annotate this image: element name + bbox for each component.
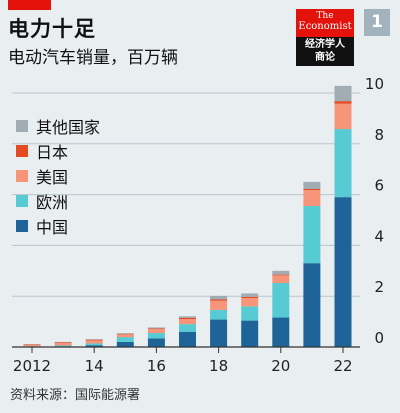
legend-item: 中国 bbox=[16, 213, 100, 238]
x-tick-label: 14 bbox=[85, 357, 104, 375]
bar-segment bbox=[116, 333, 134, 335]
bar-segment bbox=[241, 296, 259, 298]
legend-swatch bbox=[16, 144, 28, 157]
logo-red-block bbox=[296, 9, 354, 37]
bars bbox=[23, 85, 352, 347]
bar-segment bbox=[210, 319, 228, 347]
gridlines bbox=[12, 92, 360, 297]
bar-segment bbox=[272, 282, 290, 318]
y-tick-label: 4 bbox=[374, 227, 384, 245]
bar-segment bbox=[303, 206, 321, 264]
bar-segment bbox=[116, 337, 134, 342]
bar-segment bbox=[116, 333, 134, 334]
bar-segment bbox=[85, 340, 103, 344]
bar-segment bbox=[334, 103, 352, 130]
bar-segment bbox=[303, 181, 321, 190]
bar-segment bbox=[272, 275, 290, 283]
logo-text-cn-1: 经济学人 bbox=[305, 39, 345, 50]
bar-segment bbox=[241, 306, 259, 321]
x-tick-label: 20 bbox=[271, 357, 290, 375]
legend-label: 中国 bbox=[36, 217, 69, 237]
bar-segment bbox=[179, 317, 196, 320]
x-tick-label: 22 bbox=[333, 357, 352, 375]
legend-item: 欧洲 bbox=[16, 188, 100, 213]
logo-text-the: The bbox=[316, 11, 334, 21]
legend-item: 日本 bbox=[16, 138, 100, 163]
legend-label: 欧洲 bbox=[36, 192, 69, 212]
economist-logo: The Economist 经济学人 商论 bbox=[296, 9, 354, 66]
bar-segment bbox=[272, 317, 290, 347]
bar-segment bbox=[334, 85, 352, 102]
bar-segment bbox=[241, 320, 259, 347]
bar-segment bbox=[147, 338, 165, 347]
legend-swatch bbox=[16, 169, 28, 182]
y-tick-label: 6 bbox=[374, 177, 384, 195]
bar-segment bbox=[147, 328, 165, 329]
bar-segment bbox=[179, 316, 196, 318]
legend-label: 美国 bbox=[36, 167, 69, 187]
bar-segment bbox=[147, 328, 165, 334]
bar-segment bbox=[272, 274, 290, 276]
bar-segment bbox=[85, 345, 103, 347]
y-tick-label: 8 bbox=[374, 126, 384, 144]
logo-text-cn-2: 商论 bbox=[315, 52, 335, 63]
bar-segment bbox=[116, 341, 134, 347]
chart-title: 电力十足 bbox=[8, 17, 96, 41]
bar-segment bbox=[303, 189, 321, 191]
x-tick-label: 18 bbox=[209, 357, 228, 375]
legend-item: 其他国家 bbox=[16, 113, 100, 138]
bar-segment bbox=[54, 342, 72, 343]
figure-number-badge: 1 bbox=[364, 9, 390, 36]
chart-subtitle: 电动汽车销量，百万辆 bbox=[8, 48, 178, 68]
legend-label: 其他国家 bbox=[36, 117, 101, 137]
bar-segment bbox=[179, 324, 196, 332]
y-tick-label: 0 bbox=[374, 329, 384, 347]
bar-segment bbox=[179, 319, 196, 325]
bar-segment bbox=[147, 333, 165, 339]
bar-segment bbox=[179, 331, 196, 347]
bar-segment bbox=[85, 339, 103, 340]
x-tick-label: 2012 bbox=[13, 357, 51, 375]
bar-segment bbox=[23, 344, 41, 345]
bar-segment bbox=[85, 343, 103, 346]
legend: 其他国家日本美国欧洲中国 bbox=[16, 113, 100, 238]
legend-swatch bbox=[16, 194, 28, 207]
x-tick-label: 16 bbox=[147, 357, 166, 375]
brand-red-tab bbox=[8, 0, 51, 10]
bar-segment bbox=[210, 309, 228, 320]
y-tick-label: 2 bbox=[374, 278, 384, 296]
bar-segment bbox=[334, 101, 352, 104]
bar-segment bbox=[241, 297, 259, 307]
y-tick-label: 10 bbox=[365, 75, 384, 93]
bar-segment bbox=[334, 129, 352, 198]
legend-swatch bbox=[16, 119, 28, 132]
bar-segment bbox=[334, 197, 352, 347]
bar-segment bbox=[210, 295, 228, 300]
axes: 0 2 4 6 8 10 2012 14 16 18 20 22 bbox=[12, 75, 384, 375]
bar-segment bbox=[23, 344, 41, 347]
bar-segment bbox=[303, 263, 321, 347]
bar-segment bbox=[54, 345, 72, 347]
bar-segment bbox=[303, 190, 321, 207]
bar-segment bbox=[241, 293, 259, 297]
logo-text-economist: Economist bbox=[298, 21, 352, 32]
bar-segment bbox=[116, 334, 134, 338]
bar-segment bbox=[147, 327, 165, 329]
bar-segment bbox=[54, 342, 72, 346]
bar-segment bbox=[210, 299, 228, 301]
bar-segment bbox=[85, 339, 103, 341]
legend-item: 美国 bbox=[16, 163, 100, 188]
legend-label: 日本 bbox=[36, 142, 69, 162]
bar-segment bbox=[272, 270, 290, 275]
bar-segment bbox=[210, 300, 228, 310]
legend-swatch bbox=[16, 219, 28, 232]
source-note: 资料来源：国际能源署 bbox=[10, 388, 141, 403]
